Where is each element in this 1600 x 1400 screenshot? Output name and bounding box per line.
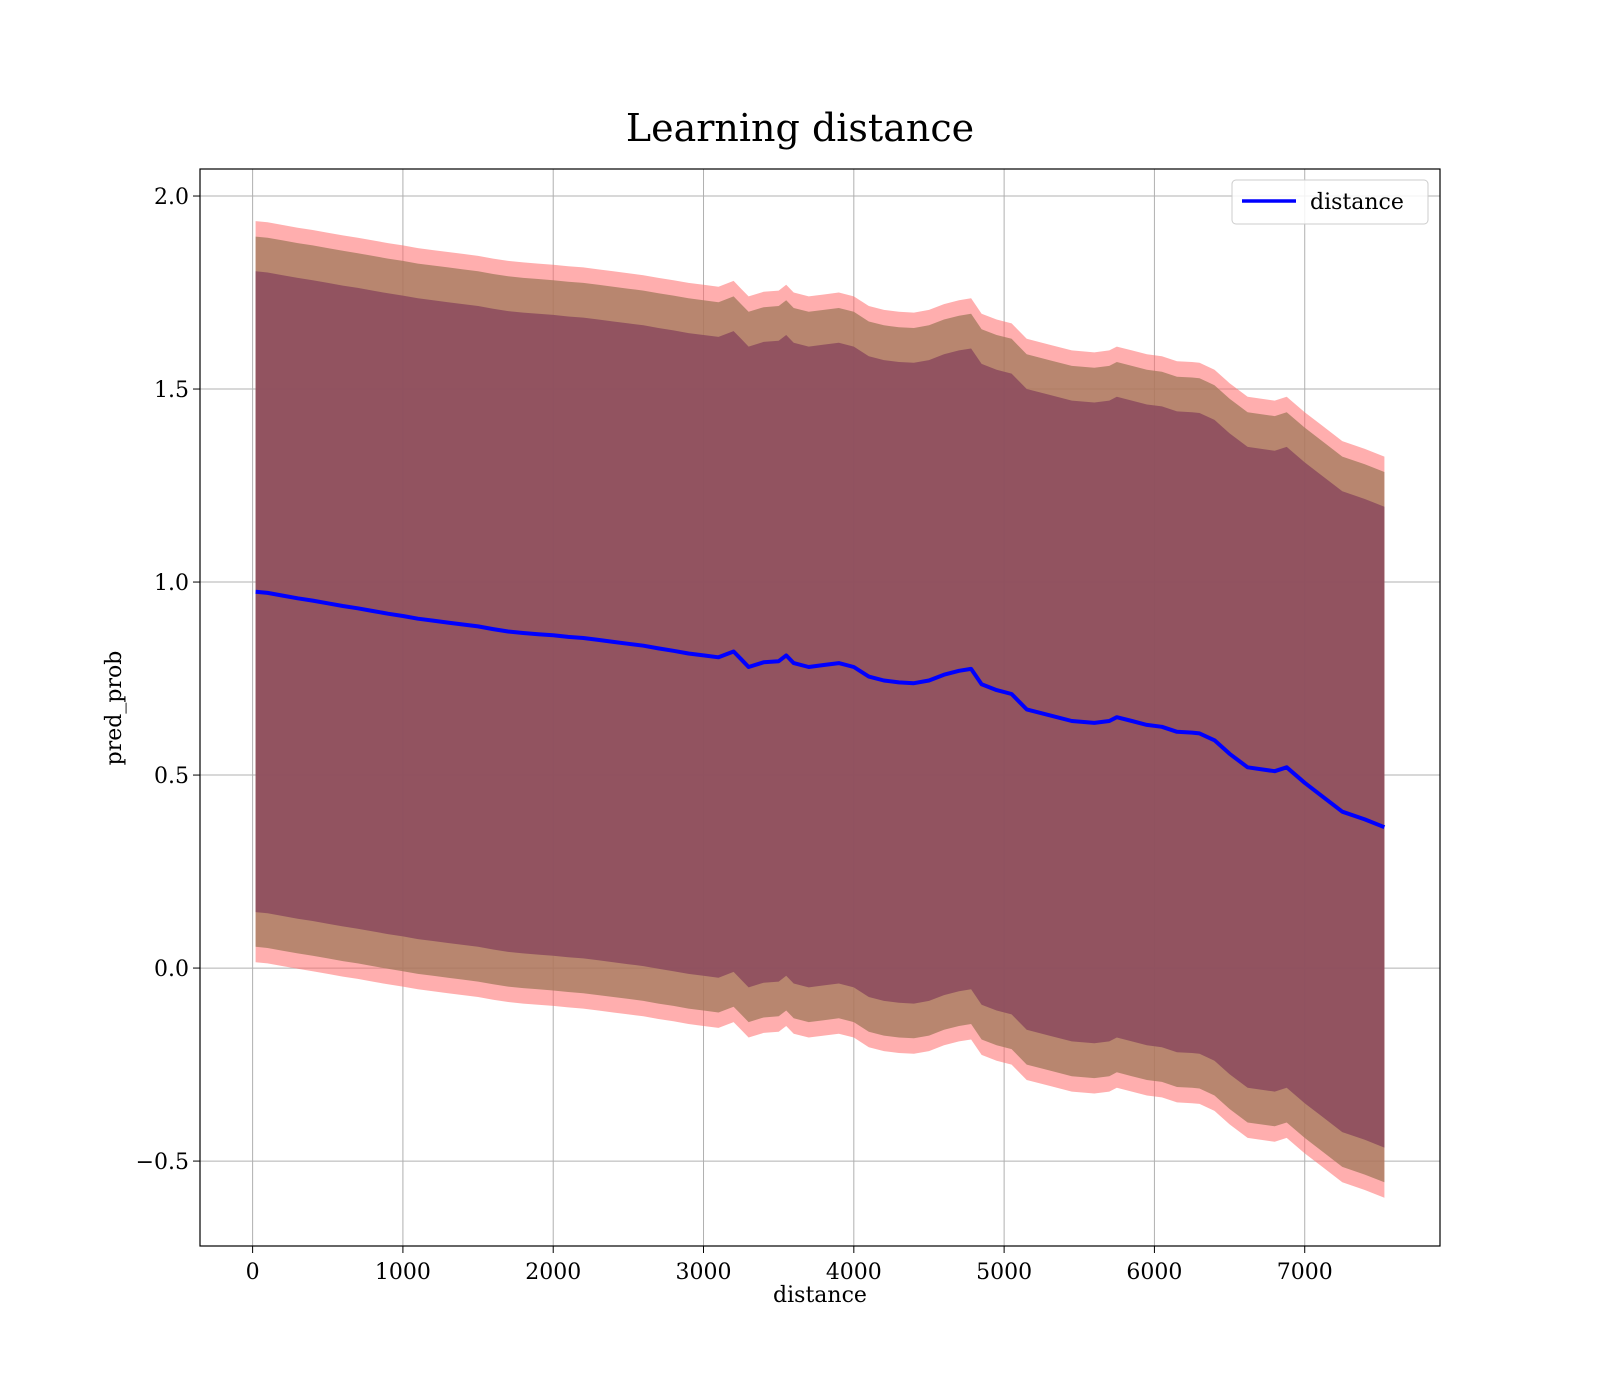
x-tick-label: 4000 — [826, 1260, 882, 1285]
legend-label-distance: distance — [1310, 190, 1404, 215]
y-tick-label: 1.5 — [154, 378, 189, 403]
y-tick-label: 1.0 — [154, 571, 189, 596]
legend-box — [1231, 179, 1429, 225]
plot-frame — [199, 168, 1441, 1247]
x-tick-label: 5000 — [976, 1260, 1032, 1285]
x-tick-label: 3000 — [676, 1260, 732, 1285]
chart-title: Learning distance — [626, 106, 974, 150]
series-line-distance — [255, 589, 1386, 830]
legend: distance — [1231, 179, 1429, 225]
band-inner — [255, 271, 1385, 1148]
y-axis-label: pred_prob — [102, 651, 127, 766]
y-tick-label: −0.5 — [136, 1150, 189, 1175]
y-tick-label: 0.5 — [154, 764, 189, 789]
series-lines — [255, 589, 1386, 830]
confidence-bands — [255, 221, 1385, 1198]
y-tick-label: 0.0 — [154, 957, 189, 982]
x-tick-label: 2000 — [525, 1260, 581, 1285]
y-axis: −0.5 0.0 0.5 1.0 1.5 2.0 — [136, 185, 200, 1175]
y-tick-label: 2.0 — [154, 185, 189, 210]
x-axis-label: distance — [773, 1283, 867, 1308]
x-axis: 0 1000 2000 3000 4000 5000 6000 7000 — [246, 1246, 1333, 1285]
x-tick-label: 6000 — [1126, 1260, 1182, 1285]
x-tick-label: 7000 — [1277, 1260, 1333, 1285]
x-tick-label: 0 — [246, 1260, 260, 1285]
plot-area — [199, 168, 1441, 1247]
x-tick-label: 1000 — [375, 1260, 431, 1285]
